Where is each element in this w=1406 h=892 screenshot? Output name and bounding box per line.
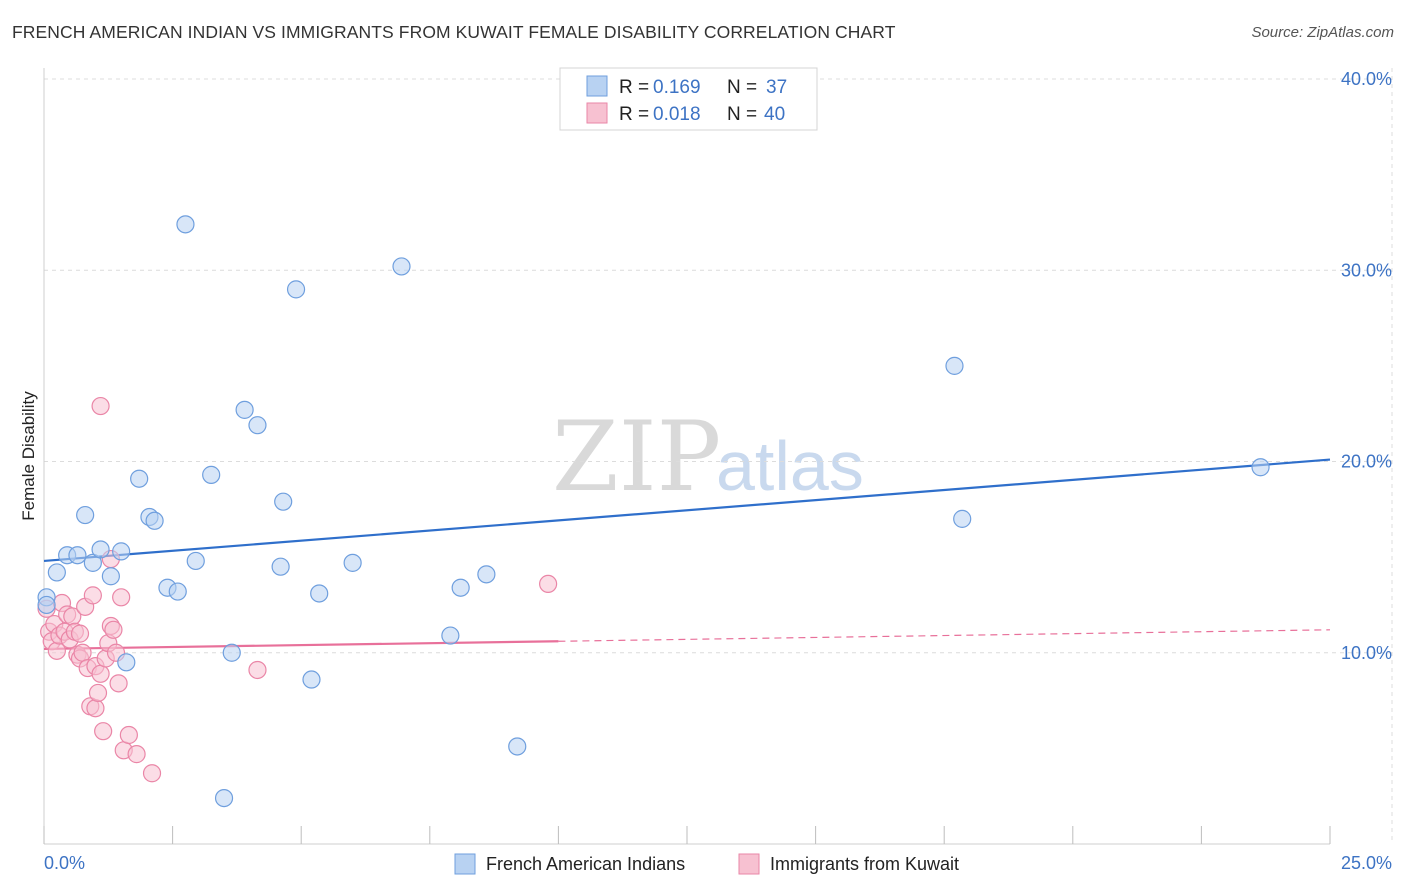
data-point-blue — [76, 505, 95, 525]
data-point-blue — [186, 551, 205, 571]
data-point-pink — [73, 643, 92, 662]
y-tick-label: 10.0% — [1341, 643, 1392, 663]
data-point-pink — [539, 574, 558, 594]
data-point-blue — [176, 215, 195, 234]
data-point-blue — [451, 578, 470, 597]
watermark: ZIP atlas — [552, 401, 864, 513]
data-point-blue — [91, 540, 110, 559]
data-point-pink — [91, 664, 110, 683]
legend-n-value-pink: 40 — [764, 104, 785, 125]
data-point-blue — [945, 356, 964, 375]
y-tick-label: 40.0% — [1341, 69, 1392, 89]
legend-r-value-blue: 0.169 — [653, 77, 701, 98]
data-point-blue — [310, 584, 329, 603]
x-tick-label-max: 25.0% — [1341, 853, 1392, 873]
legend-r-label-blue: R = — [619, 77, 649, 98]
data-point-blue — [130, 469, 149, 488]
legend-n-value-blue: 37 — [766, 77, 787, 98]
chart-title: FRENCH AMERICAN INDIAN VS IMMIGRANTS FRO… — [12, 22, 896, 42]
data-point-blue — [68, 546, 87, 565]
data-point-pink — [142, 764, 162, 783]
data-point-blue — [248, 416, 267, 435]
watermark-atlas: atlas — [716, 427, 864, 505]
series-immigrants-from-kuwait — [37, 396, 558, 783]
data-point-pink — [91, 396, 110, 416]
chart-source: Source: ZipAtlas.com — [1251, 24, 1394, 41]
x-ticks — [43, 826, 1331, 844]
data-point-pink — [104, 620, 123, 639]
legend-n-label-blue: N = — [727, 77, 757, 98]
data-point-pink — [70, 624, 90, 643]
series-french-american-indians — [37, 215, 1270, 808]
trend-lines — [43, 458, 1331, 651]
data-point-blue — [508, 737, 527, 756]
bottom-legend-label-blue: French American Indians — [486, 854, 685, 874]
data-point-pink — [86, 699, 105, 718]
legend-r-label-pink: R = — [619, 104, 649, 125]
data-point-blue — [477, 565, 496, 584]
data-point-blue — [441, 626, 460, 645]
data-point-blue — [47, 563, 66, 582]
data-point-blue — [953, 509, 972, 528]
data-point-blue — [274, 492, 293, 511]
data-point-blue — [37, 595, 56, 615]
gridlines — [44, 68, 1393, 844]
data-point-blue — [101, 567, 120, 586]
data-point-blue — [112, 542, 131, 561]
data-point-blue — [145, 511, 164, 530]
data-point-blue — [202, 465, 221, 484]
data-point-blue — [302, 670, 321, 689]
data-point-blue — [235, 400, 254, 419]
data-point-blue — [392, 257, 411, 276]
y-tick-label: 20.0% — [1341, 452, 1392, 472]
legend-swatch-blue — [586, 75, 608, 97]
data-point-pink — [127, 745, 146, 764]
data-point-pink — [248, 660, 267, 680]
data-point-blue — [168, 582, 187, 601]
data-point-blue — [222, 643, 241, 662]
series-legend: French American Indians Immigrants from … — [454, 853, 959, 875]
data-point-blue — [286, 280, 306, 299]
data-point-blue — [343, 553, 362, 572]
y-axis-label: Female Disability — [19, 391, 38, 521]
bottom-legend-swatch-blue — [454, 853, 476, 875]
trend-line-pink-dashed — [558, 629, 1331, 642]
stats-legend: R = 0.169 N = 37 R = 0.018 N = 40 — [559, 67, 818, 131]
x-tick-label-min: 0.0% — [44, 853, 85, 873]
data-point-blue — [1251, 458, 1270, 477]
data-point-blue — [271, 557, 290, 576]
legend-r-value-pink: 0.018 — [653, 104, 701, 125]
watermark-zip: ZIP — [552, 401, 721, 513]
data-point-blue — [117, 653, 136, 672]
legend-swatch-pink — [586, 102, 608, 124]
data-point-pink — [112, 588, 131, 607]
data-point-blue — [83, 553, 102, 572]
y-tick-label: 30.0% — [1341, 260, 1392, 280]
data-point-pink — [83, 586, 102, 605]
data-point-pink — [109, 674, 128, 693]
bottom-legend-swatch-pink — [738, 853, 760, 875]
data-point-pink — [88, 683, 108, 703]
data-point-blue — [214, 788, 234, 808]
data-point-pink — [119, 725, 138, 745]
legend-n-label-pink: N = — [727, 104, 757, 125]
data-point-pink — [94, 722, 113, 741]
bottom-legend-label-pink: Immigrants from Kuwait — [770, 854, 959, 874]
y-tick-labels: 10.0% 20.0% 30.0% 40.0% — [1341, 69, 1392, 663]
trend-line-blue — [43, 458, 1331, 563]
trend-line-pink — [43, 640, 559, 651]
